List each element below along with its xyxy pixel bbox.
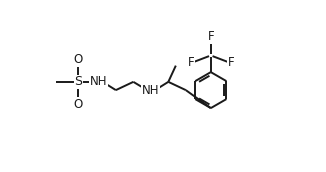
Text: NH: NH xyxy=(90,75,107,88)
Text: F: F xyxy=(187,56,194,69)
Text: F: F xyxy=(228,56,234,69)
Text: S: S xyxy=(74,75,82,88)
Text: O: O xyxy=(74,98,83,111)
Text: F: F xyxy=(207,30,214,43)
Text: NH: NH xyxy=(142,84,160,97)
Text: O: O xyxy=(74,53,83,66)
